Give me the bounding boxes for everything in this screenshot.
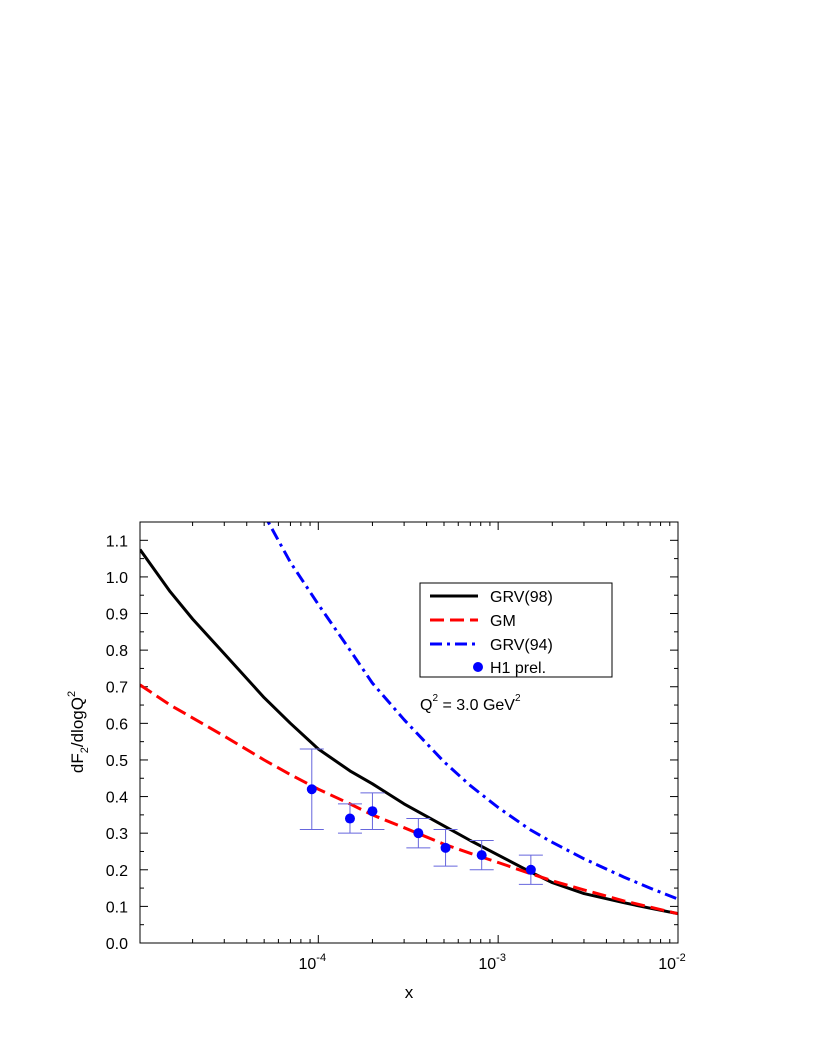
curve-grv-98 xyxy=(140,548,678,916)
y-tick-label: 0.2 xyxy=(106,863,128,880)
y-tick-label: 0.7 xyxy=(106,680,128,697)
legend: GRV(98) GM GRV(94) H1 prel. xyxy=(419,582,613,678)
x-tick-label: 10-4 xyxy=(299,952,327,973)
y-tick-label: 0.6 xyxy=(106,716,128,733)
x-tick-label: 10-3 xyxy=(478,952,506,973)
data-point xyxy=(337,803,362,834)
y-tick-label: 0.8 xyxy=(106,643,128,660)
y-tick-label: 0.9 xyxy=(106,607,128,624)
y-axis-label-base: dF xyxy=(68,753,87,773)
model-curves xyxy=(140,522,678,916)
data-point xyxy=(469,839,494,871)
plot-frame xyxy=(139,521,679,944)
y-tick-label: 0.4 xyxy=(106,790,128,807)
curve-grv-94 xyxy=(266,522,678,901)
point-marker xyxy=(525,864,536,875)
y-tick-labels: 0.0 0.1 0.2 0.3 0.4 0.5 0.6 0.7 0.8 0.9 1.0 1.1 xyxy=(106,533,128,953)
y-tick-label: 0.0 xyxy=(106,936,128,953)
x-tick-label: 10-2 xyxy=(658,952,686,973)
q2-annotation-sup1: 2 xyxy=(432,693,438,704)
legend-label-grv94: GRV(94) xyxy=(490,637,553,654)
point-marker xyxy=(413,828,424,839)
q2-annotation: Q2 = 3.0 GeV2 xyxy=(420,693,521,714)
data-point xyxy=(299,748,324,831)
y-tick-label: 1.1 xyxy=(106,533,128,550)
y-tick-label: 0.1 xyxy=(106,899,128,916)
legend-marker-h1 xyxy=(473,662,483,672)
curve-gm xyxy=(140,683,678,916)
data-point xyxy=(433,829,458,867)
y-tick-label: 0.3 xyxy=(106,826,128,843)
data-point xyxy=(406,818,431,849)
axis-ticks xyxy=(140,522,679,944)
y-axis-label-sup: 2 xyxy=(66,691,78,697)
point-marker xyxy=(440,842,451,853)
legend-label-h1: H1 prel. xyxy=(490,660,546,677)
point-marker xyxy=(476,850,487,861)
data-point xyxy=(518,854,543,885)
y-axis-label-sub: 2 xyxy=(79,747,91,753)
legend-box xyxy=(419,582,613,678)
point-marker xyxy=(344,813,355,824)
legend-label-grv98: GRV(98) xyxy=(490,589,553,606)
q2-annotation-middle: = 3.0 GeV xyxy=(438,697,515,714)
q2-annotation-q: Q xyxy=(420,697,432,714)
point-marker xyxy=(306,784,317,795)
legend-label-gm: GM xyxy=(490,613,516,630)
y-tick-label: 1.0 xyxy=(106,570,128,587)
y-axis-label-mid: /dlogQ xyxy=(68,697,87,747)
x-tick-labels: 10-4 10-3 10-2 xyxy=(299,952,686,973)
data-points xyxy=(299,748,543,885)
point-marker xyxy=(367,806,378,817)
x-axis-label: x xyxy=(405,983,414,1002)
q2-annotation-sup2: 2 xyxy=(515,693,521,704)
y-axis-label: dF2/dlogQ2 xyxy=(66,691,91,773)
y-tick-label: 0.5 xyxy=(106,753,128,770)
data-point xyxy=(360,792,385,831)
